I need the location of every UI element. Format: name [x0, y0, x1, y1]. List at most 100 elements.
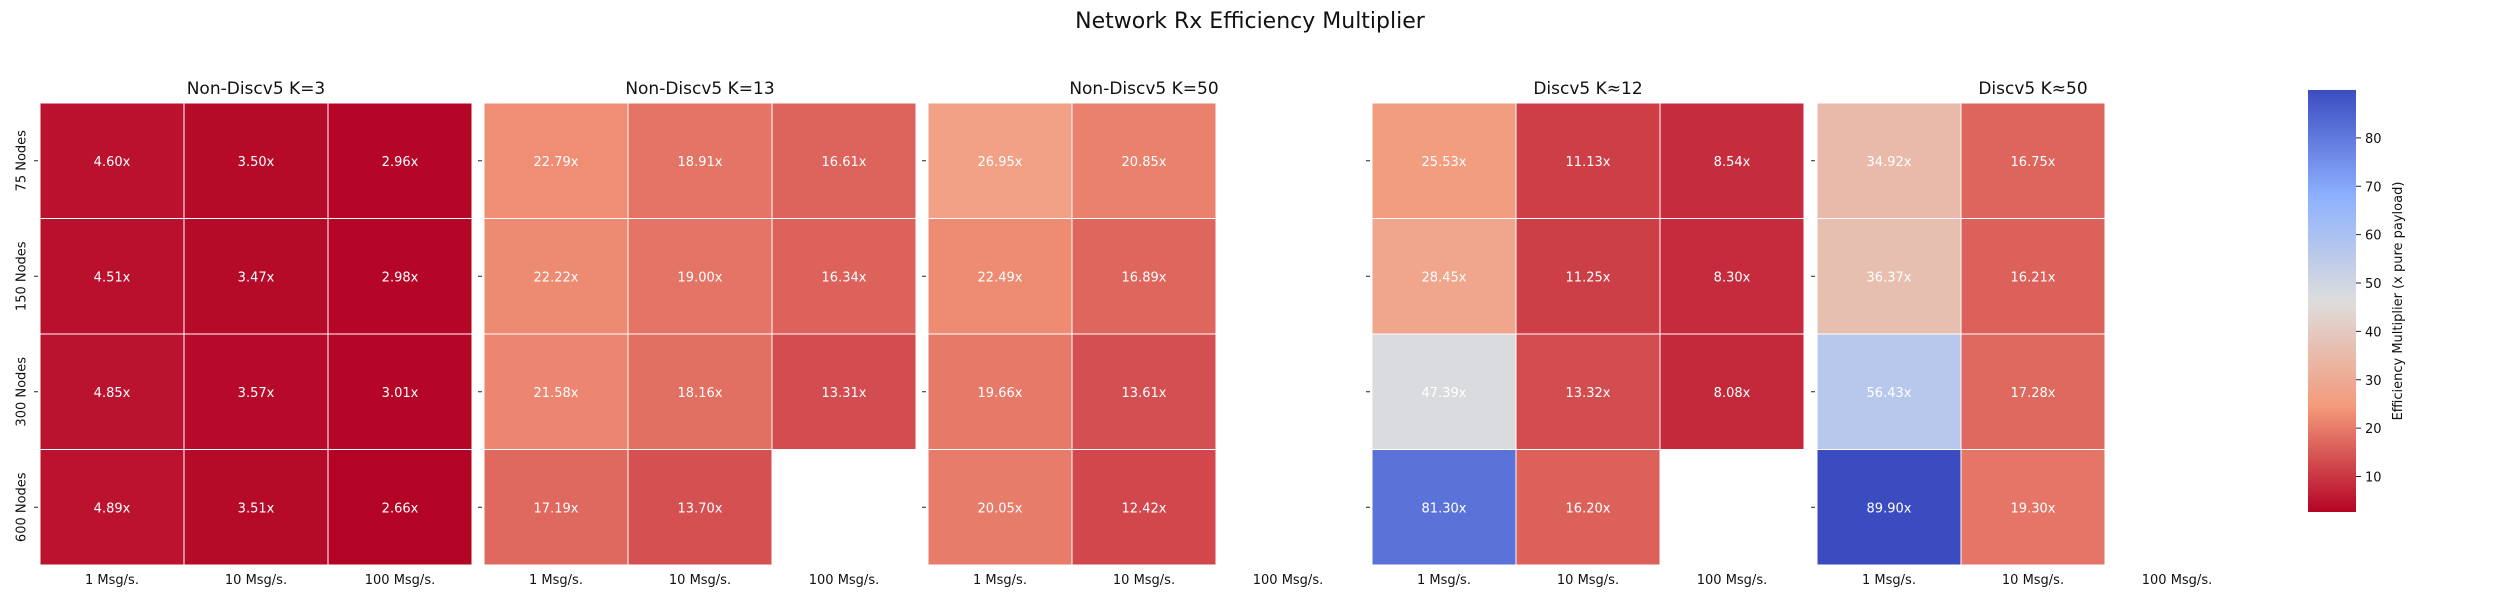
- panel-3-cell-r1-c1: [927, 102, 1073, 219]
- panel-4-cell-r1-c2: [1515, 102, 1661, 219]
- figure-title: Network Rx Efficiency Multiplier: [1075, 9, 1426, 34]
- panel-4-title: Discv5 K≈12: [1533, 79, 1642, 99]
- panel-1-value-label-r3-c2: 3.57x: [238, 386, 275, 401]
- y-tick-label: 150 Nodes: [15, 241, 30, 311]
- panel-2-value-label-r4-c2: 13.70x: [678, 501, 723, 516]
- panel-2-cell-r4-c1: [483, 449, 629, 566]
- panel-1-value-label-r3-c3: 3.01x: [382, 386, 419, 401]
- panel-5-cell-r1-c1: [1816, 102, 1962, 219]
- colorbar-label: Efficiency Multiplier (x pure payload): [2391, 182, 2406, 421]
- panel-4-cell-r1-c1: [1371, 102, 1517, 219]
- panel-2-x-tick-label: 100 Msg/s.: [809, 573, 879, 588]
- panel-3-cell-r2-c1: [927, 218, 1073, 335]
- y-tick-label: 75 Nodes: [15, 130, 30, 192]
- panel-4-cell-r1-c3: [1659, 102, 1805, 219]
- panel-1-value-label-r3-c1: 4.85x: [94, 386, 131, 401]
- panel-1-value-label-r1-c3: 2.96x: [382, 155, 419, 170]
- panel-5-value-label-r1-c1: 34.92x: [1867, 155, 1912, 170]
- panel-5-value-label-r3-c2: 17.28x: [2011, 386, 2056, 401]
- panel-4-value-label-r2-c1: 28.45x: [1422, 270, 1467, 285]
- colorbar-tick-label: 30: [2365, 374, 2382, 389]
- panel-1-cell-r4-c3: [327, 449, 473, 566]
- panel-1-x-tick-label: 10 Msg/s.: [225, 573, 287, 588]
- panel-1-value-label-r2-c2: 3.47x: [238, 270, 275, 285]
- panel-4-x-tick-label: 10 Msg/s.: [1557, 573, 1619, 588]
- panel-3-cell-r2-c2: [1071, 218, 1217, 335]
- panel-5-value-label-r2-c2: 16.21x: [2011, 270, 2056, 285]
- colorbar-tick-label: 40: [2365, 325, 2382, 340]
- panel-2-cell-r1-c3: [771, 102, 917, 219]
- colorbar-tick-label: 10: [2365, 470, 2382, 485]
- panel-4-cell-r4-c1: [1371, 449, 1517, 566]
- panel-5-cell-r4-c2: [1960, 449, 2106, 566]
- panel-2-cell-r3-c3: [771, 333, 917, 450]
- panel-5-cell-r2-c1: [1816, 218, 1962, 335]
- panel-1-cell-r1-c1: [39, 102, 185, 219]
- panel-5-cell-r3-c1: [1816, 333, 1962, 450]
- colorbar-tick-label: 70: [2365, 180, 2382, 195]
- panel-4-value-label-r3-c3: 8.08x: [1714, 386, 1751, 401]
- panel-4-cell-r3-c2: [1515, 333, 1661, 450]
- panel-1-value-label-r4-c1: 4.89x: [94, 501, 131, 516]
- panel-2-value-label-r1-c2: 18.91x: [678, 155, 723, 170]
- panel-3-cell-r4-c1: [927, 449, 1073, 566]
- panel-2-cell-r2-c1: [483, 218, 629, 335]
- panel-2-value-label-r3-c1: 21.58x: [534, 386, 579, 401]
- panel-2-value-label-r4-c1: 17.19x: [534, 501, 579, 516]
- panel-5-cell-r2-c2: [1960, 218, 2106, 335]
- panel-3-value-label-r3-c1: 19.66x: [978, 386, 1023, 401]
- y-tick-label: 600 Nodes: [15, 472, 30, 542]
- panel-1-cell-r4-c1: [39, 449, 185, 566]
- panel-2-value-label-r2-c3: 16.34x: [822, 270, 867, 285]
- panel-3-value-label-r1-c1: 26.95x: [978, 155, 1023, 170]
- panel-2-value-label-r3-c2: 18.16x: [678, 386, 723, 401]
- panel-3-x-tick-label: 10 Msg/s.: [1113, 573, 1175, 588]
- panel-2-value-label-r2-c1: 22.22x: [534, 270, 579, 285]
- panel-1-value-label-r2-c3: 2.98x: [382, 270, 419, 285]
- panel-2-value-label-r2-c2: 19.00x: [678, 270, 723, 285]
- colorbar-tick-label: 50: [2365, 277, 2382, 292]
- panel-3-title: Non-Discv5 K=50: [1069, 79, 1218, 99]
- panel-4-cell-r2-c3: [1659, 218, 1805, 335]
- panel-4-value-label-r2-c3: 8.30x: [1714, 270, 1751, 285]
- panel-4-value-label-r1-c1: 25.53x: [1422, 155, 1467, 170]
- panel-4-value-label-r4-c1: 81.30x: [1422, 501, 1467, 516]
- panel-4-cell-r2-c1: [1371, 218, 1517, 335]
- panel-4-value-label-r1-c2: 11.13x: [1566, 155, 1611, 170]
- panel-4-x-tick-label: 1 Msg/s.: [1417, 573, 1471, 588]
- panel-5-cell-r1-c2: [1960, 102, 2106, 219]
- panel-5-value-label-r4-c2: 19.30x: [2011, 501, 2056, 516]
- panel-5-value-label-r4-c1: 89.90x: [1867, 501, 1912, 516]
- panel-3-value-label-r4-c2: 12.42x: [1122, 501, 1167, 516]
- panel-2-value-label-r3-c3: 13.31x: [822, 386, 867, 401]
- panel-3-value-label-r4-c1: 20.05x: [978, 501, 1023, 516]
- panel-3-x-tick-label: 100 Msg/s.: [1253, 573, 1323, 588]
- panel-3-cell-r1-c2: [1071, 102, 1217, 219]
- panel-3-cell-r4-c2: [1071, 449, 1217, 566]
- panel-2-cell-r1-c2: [627, 102, 773, 219]
- panel-2-title: Non-Discv5 K=13: [625, 79, 774, 99]
- panel-2-value-label-r1-c3: 16.61x: [822, 155, 867, 170]
- y-tick-label: 300 Nodes: [15, 357, 30, 427]
- colorbar: [2308, 90, 2356, 512]
- colorbar-tick-label: 80: [2365, 132, 2382, 147]
- panel-2-x-tick-label: 1 Msg/s.: [529, 573, 583, 588]
- panel-1-value-label-r1-c2: 3.50x: [238, 155, 275, 170]
- panel-1-title: Non-Discv5 K=3: [187, 79, 326, 99]
- panel-4-cell-r3-c3: [1659, 333, 1805, 450]
- panel-5-title: Discv5 K≈50: [1978, 79, 2087, 99]
- panel-2-cell-r3-c1: [483, 333, 629, 450]
- panel-1-cell-r1-c3: [327, 102, 473, 219]
- panel-5-value-label-r3-c1: 56.43x: [1867, 386, 1912, 401]
- panel-3-value-label-r2-c2: 16.89x: [1122, 270, 1167, 285]
- panel-4-cell-r2-c2: [1515, 218, 1661, 335]
- panel-2-cell-r4-c2: [627, 449, 773, 566]
- panel-1-cell-r3-c2: [183, 333, 329, 450]
- panel-3-x-tick-label: 1 Msg/s.: [973, 573, 1027, 588]
- panel-3-cell-r3-c2: [1071, 333, 1217, 450]
- panel-4-value-label-r1-c3: 8.54x: [1714, 155, 1751, 170]
- colorbar-tick-label: 20: [2365, 422, 2382, 437]
- panel-1-value-label-r2-c1: 4.51x: [94, 270, 131, 285]
- panel-5-cell-r3-c2: [1960, 333, 2106, 450]
